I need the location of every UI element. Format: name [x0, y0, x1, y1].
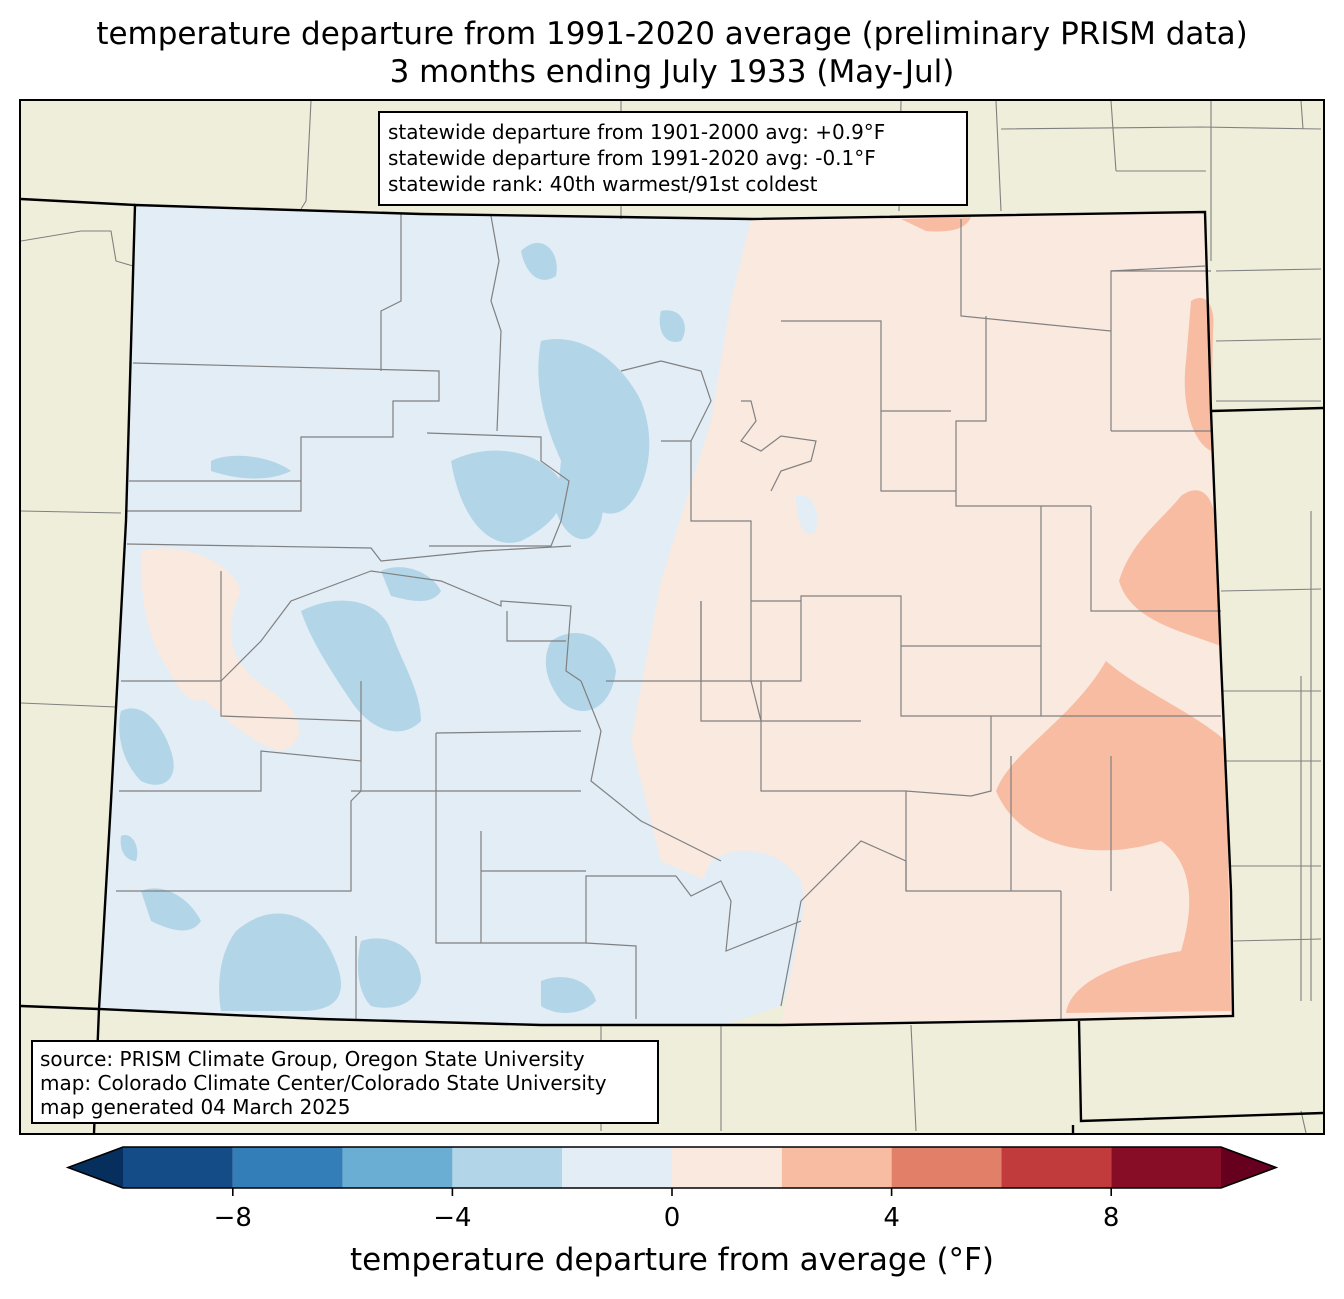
colorbar-bin-8	[1001, 1147, 1112, 1188]
colorado-border	[97, 203, 1235, 1027]
new-mexico-line	[21, 1004, 100, 1011]
colorado-map	[21, 101, 1323, 1133]
colorbar-bin-9	[1111, 1147, 1221, 1188]
colorbar-tick-label: 4	[883, 1203, 900, 1233]
warm-anomaly-patches	[901, 217, 1231, 1013]
stats-departure-1991-2020: statewide departure from 1991-2020 avg: …	[388, 146, 876, 170]
colorbar-bin-2	[342, 1147, 453, 1188]
colorbar-bin-5	[672, 1147, 782, 1188]
map-credit-line: map: Colorado Climate Center/Colorado St…	[40, 1071, 607, 1095]
colorbar-tick-label: −8	[214, 1203, 252, 1233]
county-lines	[116, 214, 1221, 1019]
colorbar-bin-3	[452, 1147, 563, 1188]
cool-anomaly-patches	[119, 242, 685, 1013]
warm-patch-east	[1119, 490, 1221, 646]
nebraska-kansas-line	[1210, 406, 1323, 413]
generated-date-line: map generated 04 March 2025	[40, 1095, 351, 1119]
map-title: temperature departure from 1991-2020 ave…	[96, 16, 1248, 52]
colorbar-tick-label: −4	[433, 1203, 471, 1233]
colorbar-bin-7	[891, 1147, 1002, 1188]
colorbar: −8 −4 0 4 8	[65, 1146, 1279, 1233]
stats-departure-1901-2000: statewide departure from 1901-2000 avg: …	[388, 120, 886, 144]
stats-rank: statewide rank: 40th warmest/91st coldes…	[388, 172, 818, 196]
warm-patch-southeast	[996, 661, 1231, 1013]
colorbar-under-arrow	[68, 1147, 123, 1188]
warm-patch-northeast	[1184, 297, 1214, 451]
source-line: source: PRISM Climate Group, Oregon Stat…	[40, 1047, 585, 1071]
colorbar-bin-1	[232, 1147, 343, 1188]
cool-patch-denver	[796, 495, 818, 535]
colorbar-label: temperature departure from average (°F)	[350, 1242, 994, 1278]
statewide-stats-box: statewide departure from 1901-2000 avg: …	[378, 111, 968, 206]
cool-patch-south	[699, 850, 804, 981]
colorbar-tick-label: 8	[1103, 1203, 1120, 1233]
warm-patch-north	[901, 217, 971, 232]
oklahoma-line	[1077, 1020, 1323, 1123]
colorbar-bin-0	[123, 1147, 233, 1188]
source-credits-box: source: PRISM Climate Group, Oregon Stat…	[31, 1040, 659, 1124]
map-panel	[19, 99, 1325, 1135]
colorbar-outline	[65, 1146, 1279, 1189]
colorbar-tick-label: 0	[664, 1203, 681, 1233]
colorbar-bin-6	[781, 1147, 892, 1188]
colorbar-over-arrow	[1221, 1147, 1276, 1188]
wyoming-southern-line	[21, 197, 136, 207]
colorbar-bin-4	[562, 1147, 672, 1188]
map-subtitle: 3 months ending July 1933 (May-Jul)	[389, 54, 955, 90]
